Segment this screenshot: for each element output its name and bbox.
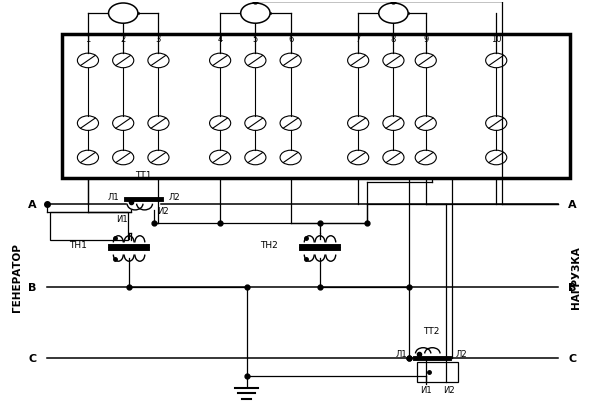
Text: В: В (28, 282, 36, 292)
Bar (62, 35, 570, 178)
Text: 5: 5 (253, 35, 258, 44)
Text: Л2: Л2 (455, 349, 467, 358)
Bar (50, 213, 128, 241)
Text: ТТ1: ТТ1 (136, 171, 152, 180)
Text: А: А (568, 200, 577, 209)
Text: ГЕНЕРАТОР: ГЕНЕРАТОР (12, 243, 23, 312)
Text: И1: И1 (116, 214, 128, 223)
Text: 4: 4 (218, 35, 223, 44)
Text: И2: И2 (444, 385, 455, 394)
Text: Л1: Л1 (396, 349, 407, 358)
Circle shape (379, 4, 408, 24)
Text: 6: 6 (288, 35, 294, 44)
Circle shape (109, 4, 138, 24)
Text: 9: 9 (423, 35, 428, 44)
Text: ТТ2: ТТ2 (423, 327, 440, 336)
Text: С: С (569, 353, 576, 363)
Text: Л2: Л2 (168, 193, 180, 202)
Circle shape (241, 4, 270, 24)
Text: 3: 3 (156, 35, 161, 44)
Text: 8: 8 (391, 35, 396, 44)
Text: И1: И1 (420, 385, 432, 394)
Text: И2: И2 (157, 206, 169, 215)
Text: ТН2: ТН2 (260, 240, 278, 249)
Text: А: А (28, 200, 36, 209)
Text: НАГРУЗКА: НАГРУЗКА (570, 246, 581, 308)
Text: ТН1: ТН1 (69, 240, 87, 249)
Bar (417, 362, 458, 382)
Text: 1: 1 (85, 35, 91, 44)
Text: 2: 2 (120, 35, 126, 44)
Text: 10: 10 (491, 35, 502, 44)
Text: С: С (28, 353, 36, 363)
Text: В: В (569, 282, 577, 292)
Text: Л1: Л1 (107, 193, 119, 202)
Text: 7: 7 (355, 35, 361, 44)
